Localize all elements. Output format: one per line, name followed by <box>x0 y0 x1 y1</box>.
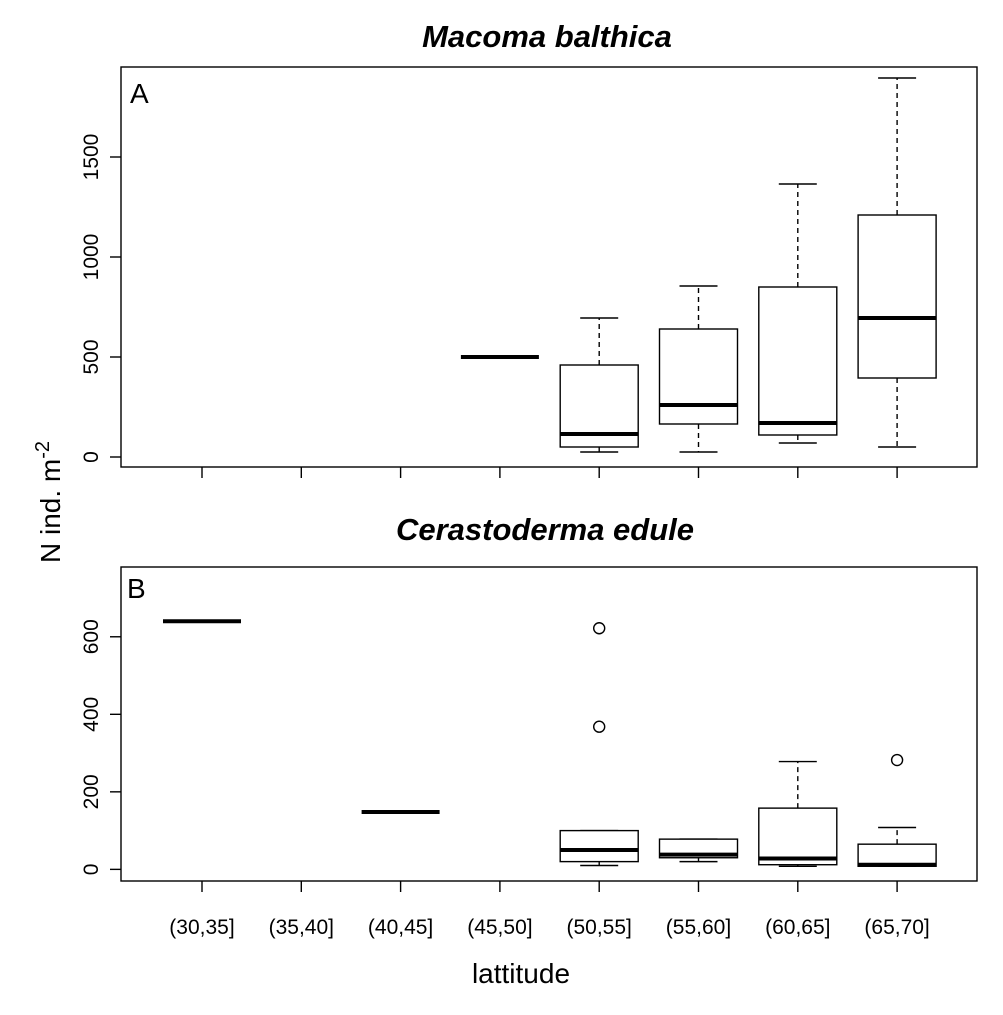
iqr-box <box>559 829 639 863</box>
panel-b-x-ticks: (30,35] (35,40] (40,45] (45,50] (50,55] (55,6… <box>169 881 930 939</box>
iqr-box <box>758 286 838 436</box>
outlier-point <box>890 753 904 767</box>
box-7 <box>857 77 937 448</box>
x-tick-label: (40,45] <box>368 916 433 939</box>
y-axis-title-superscript: -2 <box>32 441 54 459</box>
box-5 <box>658 285 739 453</box>
x-tick-label: (55,60] <box>666 916 731 939</box>
iqr-box <box>857 214 937 379</box>
panel-b-title: Cerastoderma edule <box>396 512 694 547</box>
y-tick-label: 500 <box>80 339 103 374</box>
box-4 <box>559 622 639 867</box>
y-tick-label: 0 <box>80 864 103 876</box>
y-tick-label: 1500 <box>80 134 103 181</box>
x-tick-label: (50,55] <box>567 916 632 939</box>
box-5 <box>658 838 739 863</box>
y-tick-label: 600 <box>80 619 103 654</box>
panel-a-title: Macoma balthica <box>422 19 672 54</box>
y-tick-label: 200 <box>80 774 103 809</box>
x-tick-label: (35,40] <box>269 916 334 939</box>
box-6 <box>758 760 838 867</box>
panel-a-boxes <box>460 77 937 453</box>
x-tick-label: (45,50] <box>467 916 532 939</box>
panel-a-y-axis: 0 500 1000 1500 <box>80 134 121 463</box>
y-axis-title-main: N ind. m <box>35 459 66 563</box>
y-axis-title: N ind. m-2 <box>32 441 66 563</box>
x-tick-label: (60,65] <box>765 916 830 939</box>
panel-a-label: A <box>130 78 149 109</box>
iqr-box <box>658 328 739 425</box>
panel-b-label: B <box>127 573 146 604</box>
x-axis-title: lattitude <box>472 958 570 989</box>
box-4 <box>559 317 639 453</box>
x-tick-label: (30,35] <box>169 916 234 939</box>
box-6 <box>758 183 838 444</box>
iqr-box <box>758 807 838 866</box>
panel-a: Macoma balthica A 0 500 1000 1500 <box>80 19 978 478</box>
outlier-point <box>593 622 606 635</box>
x-tick-label: (65,70] <box>864 916 929 939</box>
panel-b-frame <box>120 566 978 882</box>
box-7 <box>857 753 937 867</box>
panel-b-boxes <box>163 619 937 867</box>
outlier-point <box>593 720 606 733</box>
y-tick-label: 0 <box>80 451 103 463</box>
panel-a-frame <box>120 66 978 468</box>
y-tick-label: 1000 <box>80 234 103 281</box>
y-tick-label: 400 <box>80 697 103 732</box>
panel-a-x-ticks <box>201 467 898 478</box>
panel-b-y-axis: 0 200 400 600 <box>80 619 121 875</box>
